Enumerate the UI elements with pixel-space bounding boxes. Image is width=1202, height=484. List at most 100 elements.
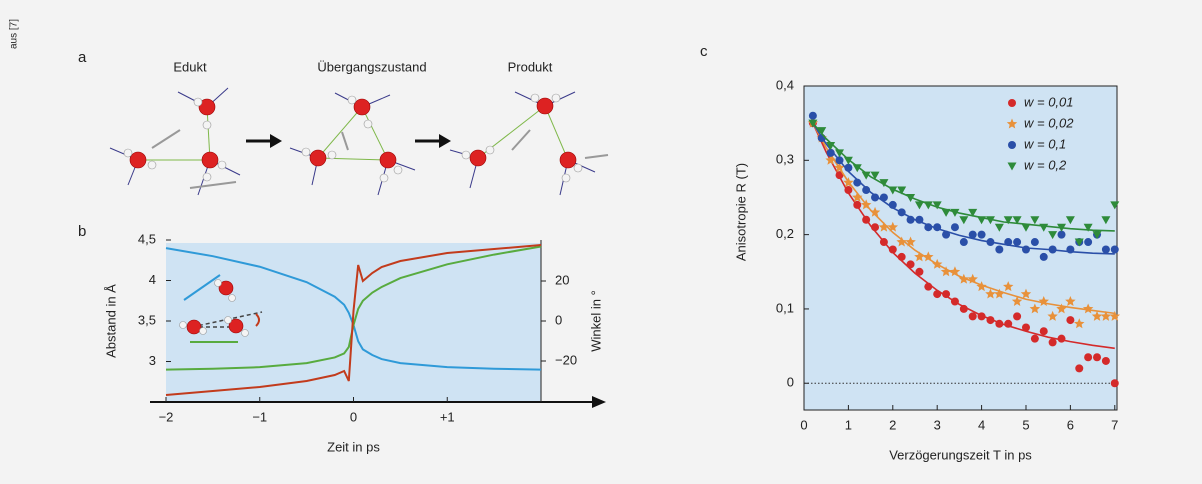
data-point bbox=[834, 162, 845, 173]
x-tick-label: 0 bbox=[800, 417, 807, 432]
data-point bbox=[977, 230, 986, 239]
data-point bbox=[1047, 310, 1058, 321]
data-point bbox=[1065, 296, 1076, 306]
data-point bbox=[1110, 245, 1119, 254]
source-note: aus [7] bbox=[9, 19, 20, 49]
data-point bbox=[808, 119, 818, 128]
data-point bbox=[835, 156, 844, 165]
data-point bbox=[942, 230, 951, 239]
data-point bbox=[878, 221, 890, 232]
data-point bbox=[808, 111, 817, 120]
x-tick-label: 2 bbox=[889, 417, 896, 432]
data-point bbox=[861, 171, 871, 180]
y-tick-label: 4,5 bbox=[138, 231, 156, 246]
data-point bbox=[976, 281, 987, 292]
data-point bbox=[950, 208, 960, 217]
x-tick-label: −1 bbox=[252, 409, 267, 424]
data-point bbox=[959, 238, 968, 247]
data-point bbox=[905, 236, 916, 247]
data-point bbox=[914, 201, 924, 210]
data-point bbox=[986, 238, 995, 247]
data-point bbox=[994, 288, 1005, 299]
data-point bbox=[835, 149, 845, 158]
legend-label: w = 0,2 bbox=[1024, 157, 1067, 172]
data-point bbox=[1066, 316, 1075, 325]
y2-axis-label: Winkel in ° bbox=[588, 290, 603, 352]
data-point bbox=[924, 282, 933, 291]
data-point bbox=[869, 206, 881, 217]
state-label: Übergangszustand bbox=[317, 59, 426, 74]
data-point bbox=[1021, 223, 1031, 232]
x-tick-label: 4 bbox=[978, 417, 985, 432]
data-point bbox=[852, 164, 862, 173]
data-point bbox=[1101, 356, 1110, 365]
data-point bbox=[888, 245, 897, 254]
data-point bbox=[1039, 327, 1048, 336]
data-point bbox=[1075, 364, 1084, 373]
time-arrow-head bbox=[592, 396, 606, 408]
x-tick-label: 0 bbox=[350, 409, 357, 424]
data-point bbox=[879, 193, 888, 202]
data-point bbox=[1074, 238, 1084, 247]
data-line bbox=[165, 247, 542, 371]
data-point bbox=[906, 193, 916, 202]
data-point bbox=[923, 201, 933, 210]
state-label: Edukt bbox=[173, 59, 207, 74]
data-point bbox=[852, 191, 863, 202]
y-tick-label: 0,2 bbox=[776, 226, 794, 241]
data-point bbox=[933, 223, 942, 232]
data-point bbox=[941, 208, 951, 217]
y2-tick-label: −20 bbox=[555, 352, 577, 367]
data-point bbox=[879, 238, 888, 247]
data-point bbox=[1030, 216, 1040, 225]
y-tick-label: 0 bbox=[787, 375, 794, 390]
data-point bbox=[1048, 338, 1057, 347]
data-point bbox=[949, 266, 961, 277]
data-point bbox=[853, 178, 862, 187]
data-point bbox=[1092, 231, 1102, 240]
data-point bbox=[977, 312, 986, 321]
data-point bbox=[1003, 281, 1014, 292]
data-point bbox=[888, 200, 897, 209]
data-point bbox=[887, 221, 899, 232]
data-point bbox=[860, 199, 872, 210]
data-point bbox=[1039, 223, 1049, 232]
y2-tick-label: 20 bbox=[555, 272, 569, 287]
legend-label: w = 0,01 bbox=[1024, 94, 1074, 109]
data-point bbox=[950, 297, 959, 306]
data-point bbox=[967, 273, 978, 284]
data-point bbox=[923, 251, 934, 262]
data-point bbox=[1074, 318, 1085, 329]
data-point bbox=[995, 319, 1004, 328]
data-point bbox=[844, 186, 853, 195]
data-line bbox=[165, 245, 542, 371]
data-point bbox=[977, 216, 987, 225]
data-point bbox=[942, 290, 951, 299]
data-point bbox=[1101, 216, 1111, 225]
data-point bbox=[914, 251, 925, 262]
data-point bbox=[1056, 303, 1067, 314]
data-point bbox=[986, 316, 995, 325]
data-point bbox=[897, 252, 906, 261]
data-point bbox=[959, 216, 969, 225]
panel-label: c bbox=[700, 43, 708, 60]
data-point bbox=[932, 201, 942, 210]
y-tick-label: 4 bbox=[149, 272, 156, 287]
panel-b-inset bbox=[179, 274, 263, 343]
y-tick-label: 0,3 bbox=[776, 152, 794, 167]
data-point bbox=[1093, 353, 1102, 362]
data-point bbox=[1066, 245, 1075, 254]
data-point bbox=[1065, 216, 1075, 225]
data-point bbox=[968, 230, 977, 239]
data-point bbox=[1030, 238, 1039, 247]
x-tick-label: +1 bbox=[440, 409, 455, 424]
data-point bbox=[1083, 223, 1093, 232]
data-point bbox=[1013, 238, 1022, 247]
data-point bbox=[1109, 310, 1121, 321]
molecule-illustration bbox=[109, 87, 609, 196]
y-tick-label: 3 bbox=[149, 353, 156, 368]
data-point bbox=[826, 141, 836, 150]
data-point bbox=[870, 171, 880, 180]
data-point bbox=[1004, 238, 1013, 247]
legend-marker bbox=[1007, 162, 1017, 171]
